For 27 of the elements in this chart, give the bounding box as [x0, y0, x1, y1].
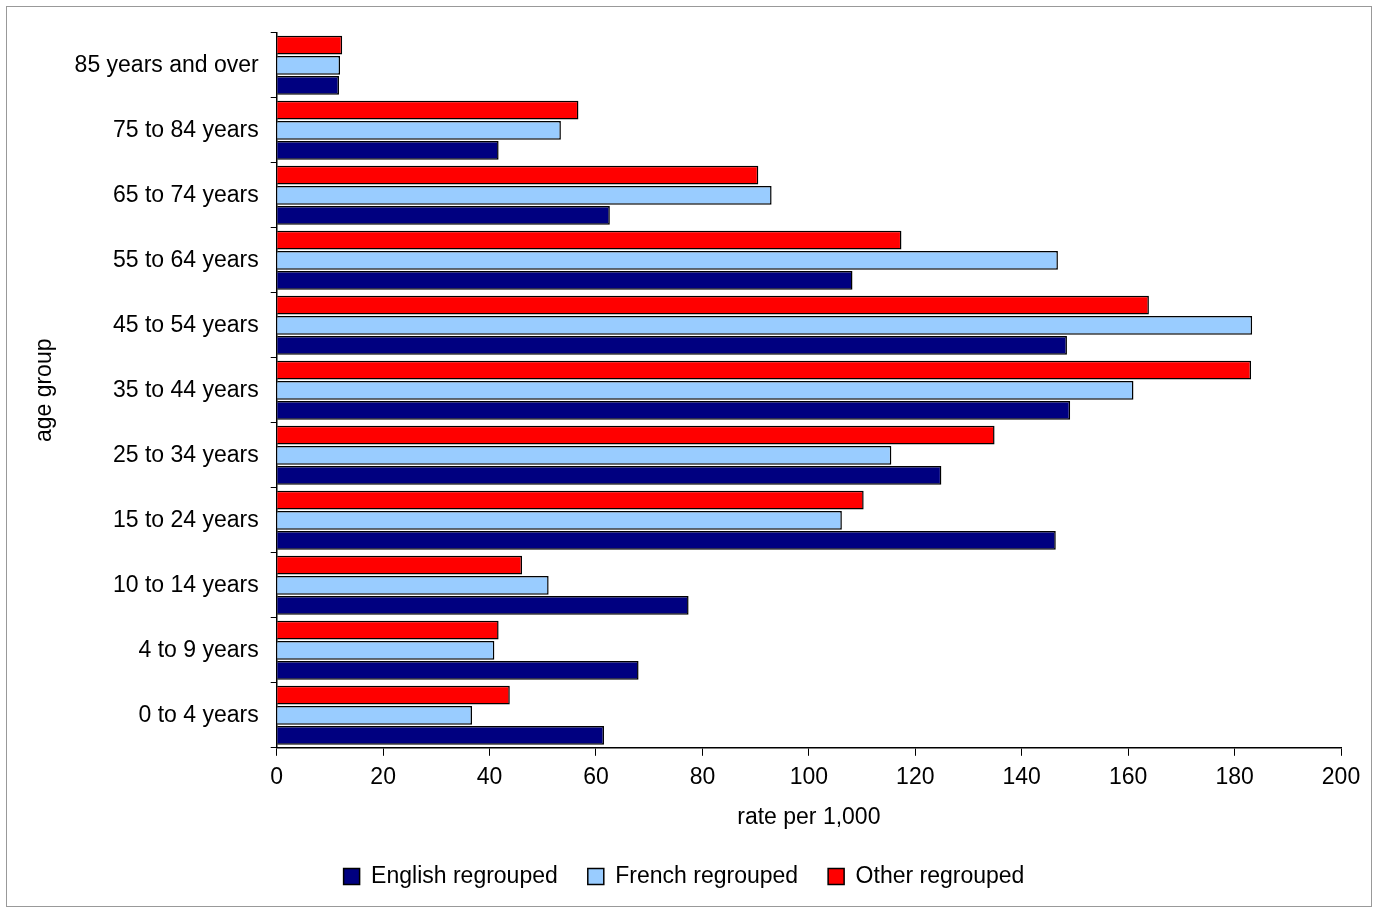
y-tick-label: 15 to 24 years [112, 505, 259, 532]
y-tick-label: 75 to 84 years [112, 115, 259, 142]
x-tick-label: 160 [1108, 762, 1148, 789]
y-tick-label: 85 years and over [74, 50, 260, 77]
x-tick-label: 80 [689, 762, 716, 789]
x-tick-label: 20 [370, 762, 396, 789]
y-tick-label: 0 to 4 years [138, 700, 259, 727]
x-tick-label: 180 [1215, 762, 1254, 789]
y-axis-title: age group [30, 338, 57, 443]
x-tick-label: 100 [789, 762, 829, 789]
y-tick-label: 45 to 54 years [112, 310, 259, 337]
legend-label: French regrouped [615, 861, 799, 888]
y-tick-label: 10 to 14 years [112, 570, 259, 597]
legend-label: English regrouped [371, 861, 558, 888]
x-tick-label: 60 [583, 762, 609, 789]
legend-label: Other regrouped [855, 861, 1025, 888]
x-tick-label: 120 [896, 762, 935, 789]
x-tick-label: 40 [476, 762, 503, 789]
x-tick-label: 140 [1002, 762, 1041, 789]
x-tick-label: 200 [1321, 762, 1361, 789]
y-tick-label: 65 to 74 years [112, 180, 259, 207]
x-tick-label: 0 [270, 762, 284, 789]
x-axis-title: rate per 1,000 [737, 802, 881, 829]
y-tick-label: 55 to 64 years [112, 245, 259, 272]
y-tick-label: 35 to 44 years [112, 375, 259, 402]
y-tick-label: 25 to 34 years [112, 440, 259, 467]
y-tick-label: 4 to 9 years [138, 635, 259, 662]
